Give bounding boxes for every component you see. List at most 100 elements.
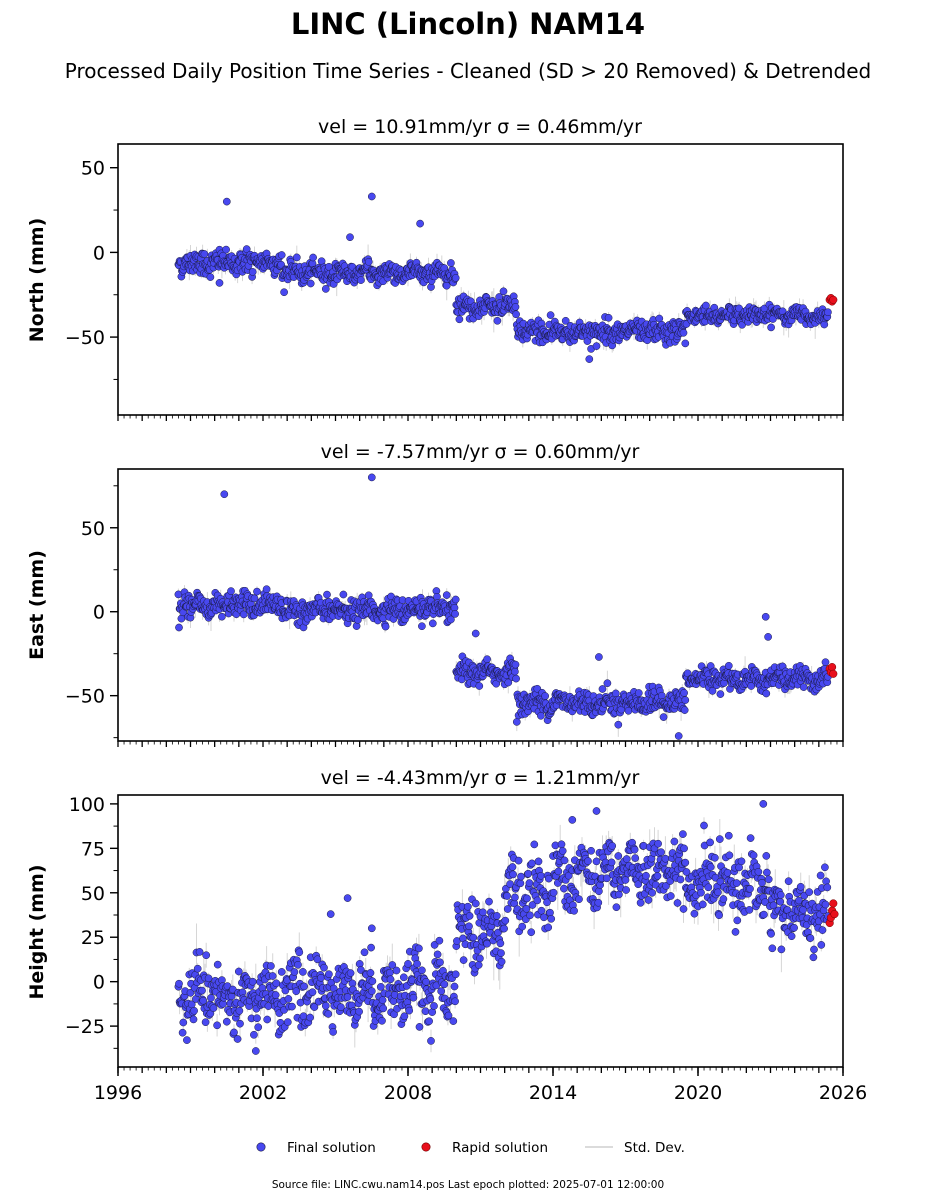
final-solution-point bbox=[463, 902, 472, 911]
final-solution-point bbox=[436, 958, 444, 967]
final-solution-point bbox=[714, 888, 722, 897]
final-solution-point bbox=[253, 1014, 261, 1023]
final-solution-point bbox=[175, 979, 183, 988]
final-solution-point bbox=[465, 922, 473, 931]
final-solution-point bbox=[719, 895, 728, 903]
final-solution-point bbox=[339, 590, 348, 599]
y-tick-label: −50 bbox=[65, 686, 105, 708]
panel-north-title: vel = 10.91mm/yr σ = 0.46mm/yr bbox=[318, 116, 642, 138]
final-solution-point bbox=[447, 259, 455, 267]
final-solution-point bbox=[364, 257, 373, 266]
final-solution-point bbox=[723, 868, 732, 877]
final-solution-point bbox=[422, 977, 430, 986]
final-solution-point bbox=[614, 852, 623, 860]
final-solution-point bbox=[560, 884, 568, 893]
final-solution-point bbox=[607, 858, 616, 867]
y-tick-label: 0 bbox=[93, 602, 105, 624]
final-solution-point bbox=[346, 969, 355, 977]
final-solution-point bbox=[409, 993, 418, 1002]
final-solution-point bbox=[516, 879, 525, 888]
final-solution-point bbox=[598, 685, 607, 693]
final-solution-point bbox=[320, 963, 328, 972]
final-solution-point bbox=[528, 901, 537, 909]
final-solution-point bbox=[195, 948, 204, 956]
final-solution-point bbox=[475, 682, 484, 690]
final-solution-point bbox=[469, 933, 478, 942]
final-solution-point bbox=[404, 960, 412, 968]
final-solution-point bbox=[657, 848, 665, 857]
final-solution-point bbox=[636, 898, 645, 907]
final-solution-point bbox=[405, 1006, 414, 1015]
final-solution-point bbox=[764, 633, 772, 641]
panel-height-marks bbox=[174, 800, 839, 1055]
final-solution-point bbox=[399, 973, 408, 982]
final-solution-point bbox=[415, 944, 423, 953]
final-solution-point bbox=[543, 898, 551, 907]
final-solution-point bbox=[459, 956, 468, 964]
final-solution-point bbox=[501, 916, 510, 925]
final-solution-point bbox=[263, 1015, 272, 1024]
final-solution-point bbox=[227, 587, 235, 595]
final-solution-point bbox=[360, 948, 369, 957]
final-solution-point bbox=[724, 661, 733, 670]
final-solution-point bbox=[235, 1006, 244, 1015]
final-solution-point bbox=[376, 983, 385, 991]
final-solution-point bbox=[299, 968, 307, 976]
final-solution-point bbox=[218, 612, 226, 621]
final-solution-point bbox=[189, 1015, 198, 1024]
final-solution-point bbox=[433, 950, 442, 959]
final-solution-point bbox=[378, 996, 387, 1004]
final-solution-point bbox=[471, 899, 480, 908]
final-solution-point bbox=[673, 899, 682, 907]
final-solution-point bbox=[706, 863, 715, 871]
final-solution-point bbox=[292, 253, 301, 262]
final-solution-point bbox=[592, 857, 601, 866]
final-solution-point bbox=[523, 894, 531, 903]
final-solution-point bbox=[306, 279, 315, 288]
final-solution-point bbox=[190, 1006, 198, 1015]
final-solution-point bbox=[612, 903, 621, 912]
final-solution-point bbox=[648, 888, 656, 897]
final-solution-point bbox=[450, 982, 459, 991]
final-solution-point bbox=[700, 821, 708, 830]
final-solution-point bbox=[537, 871, 545, 880]
final-solution-point bbox=[485, 897, 493, 906]
final-solution-point bbox=[471, 629, 480, 638]
final-solution-point bbox=[564, 871, 573, 880]
final-solution-point bbox=[702, 301, 710, 310]
final-solution-point bbox=[451, 595, 460, 604]
final-solution-point bbox=[479, 908, 487, 917]
final-solution-point bbox=[557, 840, 566, 849]
final-solution-point bbox=[451, 970, 460, 979]
final-solution-point bbox=[799, 683, 808, 691]
figure-subtitle: Processed Daily Position Time Series - C… bbox=[65, 59, 871, 83]
final-solution-point bbox=[352, 622, 361, 630]
final-solution-point bbox=[762, 689, 771, 698]
final-solution-point bbox=[679, 905, 688, 913]
final-solution-point bbox=[527, 928, 536, 937]
final-solution-point bbox=[248, 977, 257, 986]
final-solution-point bbox=[512, 310, 520, 319]
final-solution-point bbox=[178, 1028, 187, 1037]
panel-north-marks bbox=[174, 192, 838, 363]
final-solution-point bbox=[292, 987, 301, 996]
final-solution-point bbox=[264, 1002, 273, 1010]
final-solution-point bbox=[524, 869, 533, 878]
final-solution-point bbox=[299, 1012, 308, 1021]
final-solution-point bbox=[681, 858, 690, 867]
final-solution-point bbox=[220, 490, 229, 499]
final-solution-point bbox=[544, 923, 553, 932]
final-solution-point bbox=[697, 888, 705, 897]
final-solution-point bbox=[511, 303, 520, 311]
final-solution-point bbox=[715, 911, 723, 920]
final-solution-point bbox=[654, 839, 662, 848]
final-solution-point bbox=[193, 964, 202, 973]
final-solution-point bbox=[716, 690, 725, 698]
final-solution-point bbox=[222, 197, 231, 206]
final-solution-point bbox=[767, 323, 775, 332]
final-solution-point bbox=[428, 619, 437, 628]
final-solution-point bbox=[681, 696, 690, 704]
final-solution-point bbox=[715, 835, 724, 843]
final-solution-point bbox=[570, 906, 578, 915]
final-solution-point bbox=[413, 960, 421, 968]
